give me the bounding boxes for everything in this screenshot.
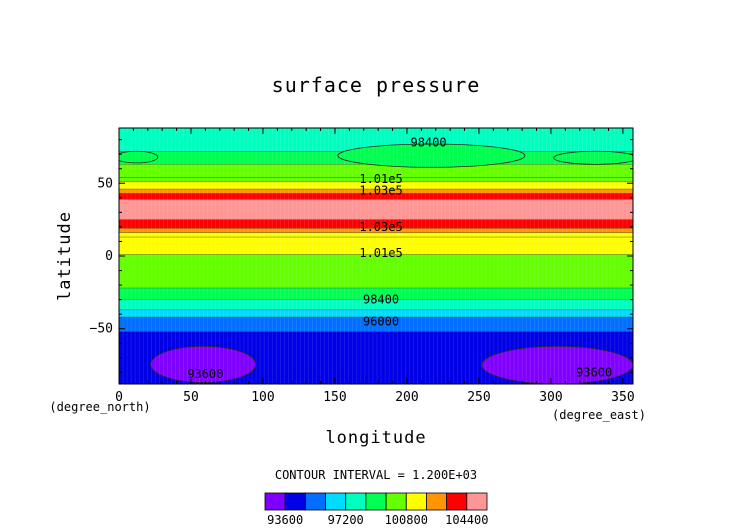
contour-label-5: 98400 (363, 293, 399, 307)
pressure-band-4 (119, 181, 633, 190)
contour-label-4: 1.01e5 (359, 246, 402, 260)
pressure-region-2 (553, 150, 633, 165)
contour-label-1: 1.01e5 (359, 172, 402, 186)
pressure-band-3 (119, 177, 633, 182)
contour-label-8: 93600 (576, 365, 612, 379)
colorbar-swatch (284, 492, 306, 511)
colorbar-swatch (446, 492, 468, 511)
pressure-band-0 (119, 128, 633, 152)
pressure-band-2 (119, 164, 633, 178)
x-tick-label: 300 (539, 390, 562, 405)
colorbar-tick-label: 93600 (267, 513, 303, 527)
colorbar-tick-label: 97200 (328, 513, 364, 527)
contour-label-2: 1.03e5 (359, 184, 402, 198)
x-tick-label: 250 (467, 390, 490, 405)
y-tick-label: 0 (105, 249, 113, 264)
chart-title: surface pressure (272, 73, 481, 97)
x-tick-label: 200 (395, 390, 418, 405)
pressure-band-10 (119, 232, 633, 238)
pressure-band-16 (119, 317, 633, 332)
x-tick-label: 50 (183, 390, 199, 405)
y-axis: −50 0 50 (90, 139, 633, 373)
colorbar-swatch (325, 492, 347, 511)
colorbar-swatch (405, 492, 427, 511)
colorbar-swatch (345, 492, 367, 511)
pressure-band-15 (119, 309, 633, 318)
x-axis: 0 50 100 150 200 250 300 350 (115, 128, 635, 405)
x-axis-title: longitude (325, 428, 426, 448)
y-axis-title: latitude (55, 211, 75, 301)
y-tick-label: 50 (97, 176, 113, 191)
pressure-band-9 (119, 228, 633, 233)
x-tick-label: 150 (323, 390, 346, 405)
x-tick-label: 350 (611, 390, 634, 405)
pressure-band-13 (119, 288, 633, 300)
pressure-band-7 (119, 199, 633, 220)
x-tick-label: 0 (115, 390, 123, 405)
contour-label-6: 96000 (363, 314, 399, 328)
y-tick-label: −50 (90, 322, 113, 337)
pressure-region-1 (337, 143, 526, 168)
plot-area: 984001.01e51.03e51.03e51.01e598400960009… (118, 127, 634, 385)
colorbar-tick-label: 100800 (385, 513, 428, 527)
colorbar: 93600 97200 100800 104400 (264, 492, 488, 527)
contour-label-7: 93600 (187, 367, 223, 381)
contour-interval-text: CONTOUR INTERVAL = 1.200E+03 (275, 468, 477, 482)
pressure-band-8 (119, 219, 633, 229)
pressure-region-0 (119, 150, 159, 164)
pressure-band-11 (119, 237, 633, 255)
colorbar-tick-label: 104400 (445, 513, 488, 527)
x-tick-label: 100 (251, 390, 274, 405)
pressure-band-14 (119, 299, 633, 310)
pressure-band-6 (119, 193, 633, 200)
colorbar-swatch (264, 492, 286, 511)
pressure-band-12 (119, 254, 633, 288)
pressure-region-3 (150, 345, 257, 383)
contour-label-3: 1.03e5 (359, 220, 402, 234)
x-unit-label: (degree_east) (552, 408, 646, 422)
colorbar-swatch (385, 492, 407, 511)
colorbar-swatch (304, 492, 326, 511)
y-unit-label: (degree_north) (49, 400, 150, 414)
pressure-band-5 (119, 189, 633, 194)
colorbar-swatch (426, 492, 448, 511)
colorbar-swatch (365, 492, 387, 511)
colorbar-swatch (466, 492, 488, 511)
contour-label-0: 98400 (410, 136, 446, 150)
